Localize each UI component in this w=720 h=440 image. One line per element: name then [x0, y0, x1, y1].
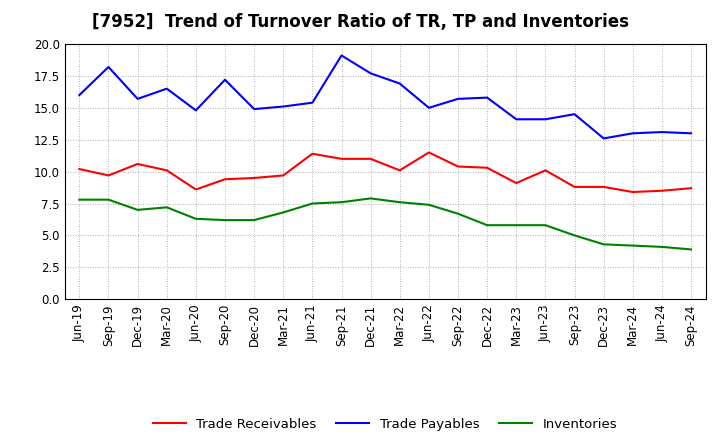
Trade Receivables — [454, 164, 462, 169]
Trade Receivables — [279, 173, 287, 178]
Inventories — [279, 210, 287, 215]
Trade Receivables — [250, 175, 258, 180]
Trade Payables — [133, 96, 142, 102]
Trade Payables — [163, 86, 171, 92]
Trade Receivables — [163, 168, 171, 173]
Inventories — [629, 243, 637, 248]
Inventories — [570, 233, 579, 238]
Trade Receivables — [192, 187, 200, 192]
Trade Payables — [599, 136, 608, 141]
Trade Receivables — [395, 168, 404, 173]
Trade Payables — [192, 108, 200, 113]
Inventories — [454, 211, 462, 216]
Inventories — [657, 244, 666, 249]
Trade Payables — [541, 117, 550, 122]
Trade Payables — [570, 111, 579, 117]
Trade Payables — [425, 105, 433, 110]
Trade Payables — [687, 131, 696, 136]
Line: Trade Payables: Trade Payables — [79, 55, 691, 139]
Trade Receivables — [570, 184, 579, 190]
Trade Receivables — [104, 173, 113, 178]
Trade Receivables — [425, 150, 433, 155]
Line: Inventories: Inventories — [79, 198, 691, 249]
Inventories — [133, 207, 142, 213]
Trade Payables — [395, 81, 404, 86]
Trade Receivables — [629, 189, 637, 194]
Legend: Trade Receivables, Trade Payables, Inventories: Trade Receivables, Trade Payables, Inven… — [148, 413, 623, 436]
Inventories — [512, 223, 521, 228]
Trade Receivables — [75, 166, 84, 172]
Trade Payables — [250, 106, 258, 112]
Trade Payables — [220, 77, 229, 82]
Trade Payables — [454, 96, 462, 102]
Inventories — [337, 200, 346, 205]
Trade Payables — [75, 92, 84, 98]
Trade Payables — [279, 104, 287, 109]
Inventories — [104, 197, 113, 202]
Inventories — [687, 247, 696, 252]
Line: Trade Receivables: Trade Receivables — [79, 152, 691, 192]
Inventories — [250, 217, 258, 223]
Inventories — [599, 242, 608, 247]
Trade Payables — [104, 64, 113, 70]
Trade Receivables — [308, 151, 317, 156]
Inventories — [163, 205, 171, 210]
Trade Receivables — [133, 161, 142, 167]
Trade Payables — [657, 129, 666, 135]
Inventories — [366, 196, 375, 201]
Trade Payables — [366, 71, 375, 76]
Inventories — [308, 201, 317, 206]
Trade Receivables — [337, 156, 346, 161]
Trade Receivables — [657, 188, 666, 194]
Trade Payables — [512, 117, 521, 122]
Trade Payables — [629, 131, 637, 136]
Trade Payables — [337, 53, 346, 58]
Trade Receivables — [599, 184, 608, 190]
Inventories — [395, 200, 404, 205]
Inventories — [192, 216, 200, 221]
Inventories — [425, 202, 433, 207]
Trade Receivables — [483, 165, 492, 170]
Inventories — [483, 223, 492, 228]
Trade Receivables — [512, 180, 521, 186]
Trade Payables — [483, 95, 492, 100]
Inventories — [75, 197, 84, 202]
Trade Receivables — [541, 168, 550, 173]
Trade Receivables — [220, 176, 229, 182]
Inventories — [541, 223, 550, 228]
Trade Receivables — [687, 186, 696, 191]
Inventories — [220, 217, 229, 223]
Trade Receivables — [366, 156, 375, 161]
Trade Payables — [308, 100, 317, 105]
Text: [7952]  Trend of Turnover Ratio of TR, TP and Inventories: [7952] Trend of Turnover Ratio of TR, TP… — [91, 13, 629, 31]
